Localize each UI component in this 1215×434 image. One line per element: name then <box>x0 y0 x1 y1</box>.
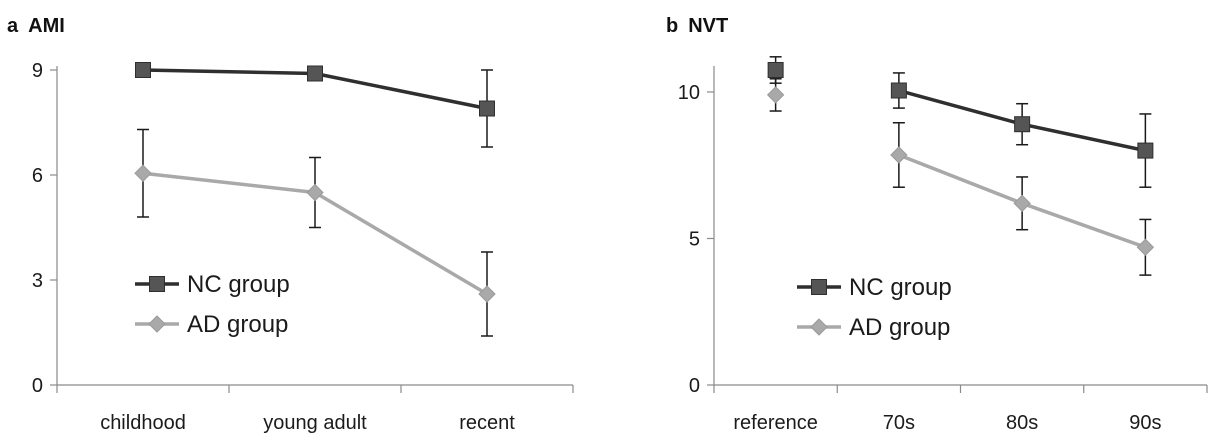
x-tick-label: young adult <box>263 412 367 434</box>
panel-label: a AMI <box>7 15 65 37</box>
data-point-nc-group <box>479 100 495 117</box>
x-tick-label: 70s <box>883 412 915 434</box>
panel-letter: b <box>666 15 678 37</box>
data-point-nc-group <box>890 82 907 99</box>
legend-label: NC group <box>187 271 290 298</box>
y-tick-label: 9 <box>32 60 43 82</box>
panel-label: b NVT <box>666 15 728 37</box>
legend-marker <box>811 279 827 295</box>
data-point-nc-group <box>767 62 784 78</box>
data-point-ad-group <box>890 146 908 164</box>
legend-label: AD group <box>187 311 288 338</box>
x-tick-label: 90s <box>1129 412 1161 434</box>
legend-label: AD group <box>849 314 950 341</box>
panel-title: AMI <box>28 15 65 37</box>
y-tick-label: 10 <box>678 82 700 104</box>
legend-marker <box>148 315 166 333</box>
x-tick-label: childhood <box>100 412 186 434</box>
data-point-ad-group <box>478 285 496 303</box>
y-tick-label: 0 <box>689 375 700 397</box>
data-point-nc-group <box>307 65 323 82</box>
legend-marker <box>149 276 165 292</box>
y-tick-label: 0 <box>32 375 43 397</box>
x-tick-label: 80s <box>1006 412 1038 434</box>
y-tick-label: 6 <box>32 165 43 187</box>
y-tick-label: 5 <box>689 228 700 250</box>
panel-letter: a <box>7 15 19 37</box>
chart-panel-nvt: b NVT 0 5 10 reference 70s 80s 90s NC group AD gro… <box>666 15 1208 434</box>
data-point-nc-group <box>1137 142 1154 159</box>
chart-panel-ami: a AMI 0 3 6 9 childhood young adult recent NC gro… <box>7 15 574 434</box>
x-tick-label: reference <box>733 412 818 434</box>
y-tick-label: 3 <box>32 270 43 292</box>
data-point-ad-group <box>306 183 324 202</box>
data-point-ad-group <box>134 164 152 182</box>
data-point-ad-group <box>1136 238 1155 256</box>
x-tick-label: recent <box>459 412 515 434</box>
legend-label: NC group <box>849 274 952 301</box>
data-point-nc-group <box>1014 116 1031 133</box>
panel-title: NVT <box>688 15 728 37</box>
data-point-nc-group <box>135 62 151 78</box>
data-point-ad-group <box>766 86 785 104</box>
legend-marker <box>810 318 828 336</box>
data-point-ad-group <box>1013 194 1031 213</box>
